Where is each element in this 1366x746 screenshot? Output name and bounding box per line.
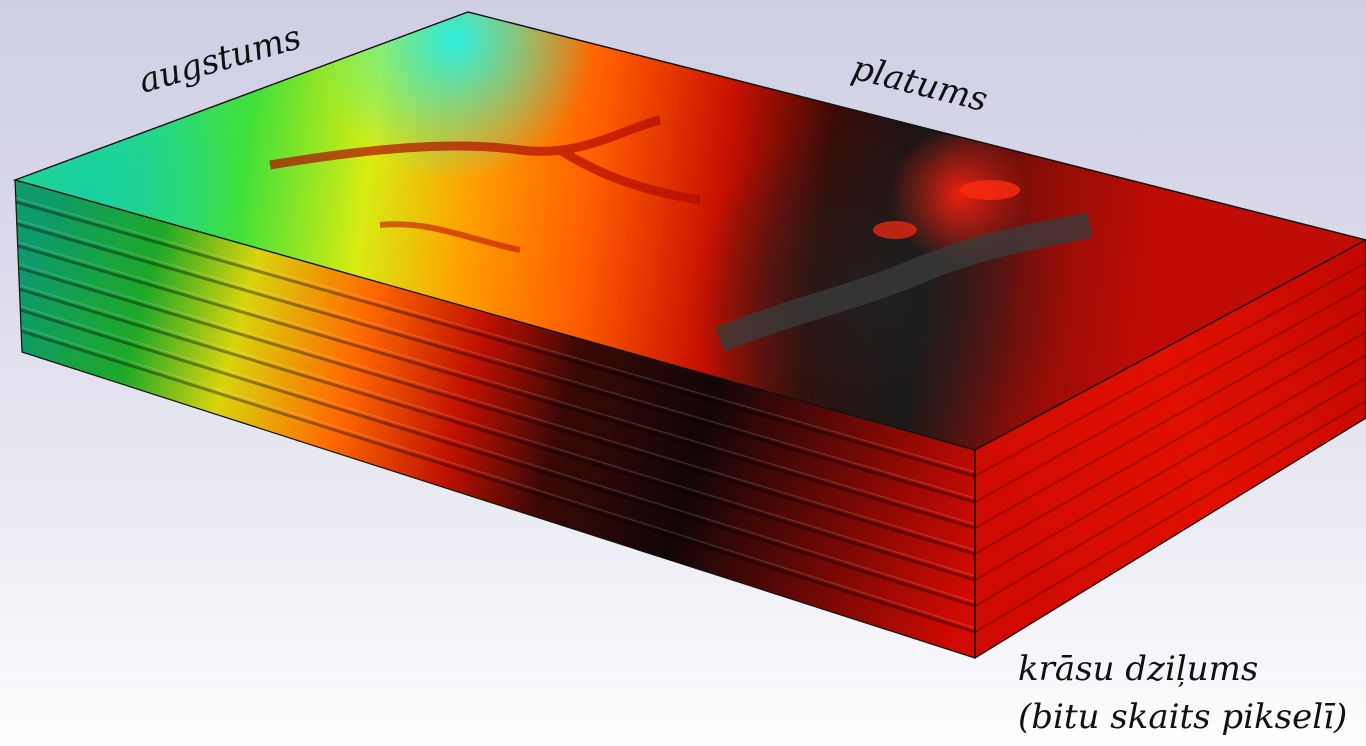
width-axis-label: platums bbox=[848, 48, 992, 120]
depth-axis-label-line2: (bitu skaits pikselī) bbox=[1018, 697, 1347, 737]
side-face-bitplanes bbox=[974, 239, 1366, 660]
front-face-bitplanes bbox=[14, 179, 976, 659]
depth-axis-label-line1: krāsu dziļums bbox=[1018, 649, 1258, 689]
